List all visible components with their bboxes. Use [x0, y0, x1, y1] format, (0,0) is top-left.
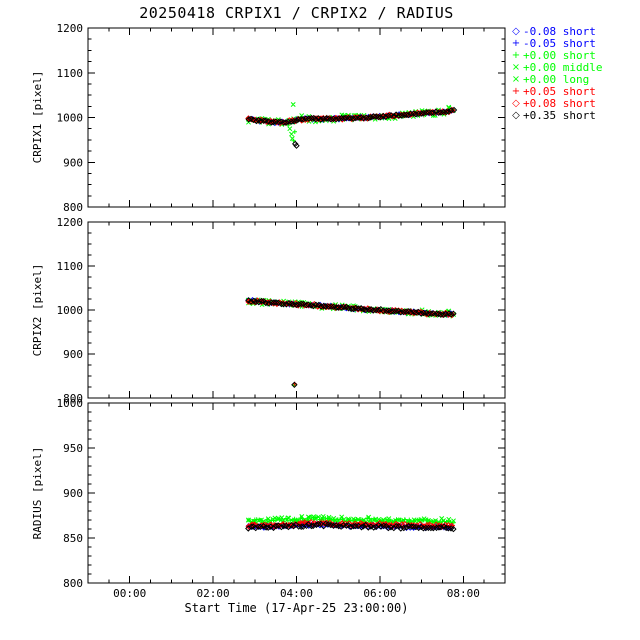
- plot-title: 20250418 CRPIX1 / CRPIX2 / RADIUS: [139, 4, 454, 22]
- legend-label: -0.08 short: [523, 25, 596, 38]
- legend-item: ◇ +0.08 short: [509, 98, 602, 110]
- svg-text:06:00: 06:00: [363, 587, 396, 600]
- svg-text:1100: 1100: [57, 260, 84, 273]
- x-symbol-icon: ×: [511, 74, 521, 85]
- legend-item: + +0.00 short: [509, 50, 602, 62]
- x-symbol-icon: ×: [511, 62, 521, 73]
- x-axis-label: Start Time (17-Apr-25 23:00:00): [184, 601, 409, 615]
- svg-text:900: 900: [63, 487, 83, 500]
- y-axis-label-radius: RADIUS [pixel]: [31, 446, 44, 540]
- legend-item: + +0.05 short: [509, 86, 602, 98]
- svg-text:1000: 1000: [57, 304, 84, 317]
- legend-item: ◇ +0.35 short: [509, 110, 602, 122]
- plus-symbol-icon: +: [511, 38, 521, 49]
- diamond-symbol-icon: ◇: [512, 98, 520, 109]
- legend-item: + -0.05 short: [509, 38, 602, 50]
- legend-label: +0.00 short: [523, 49, 596, 62]
- legend: ◇ -0.08 short + -0.05 short + +0.00 short ×…: [509, 26, 603, 122]
- svg-text:900: 900: [63, 348, 83, 361]
- svg-text:900: 900: [63, 156, 83, 169]
- diamond-symbol-icon: ◇: [512, 26, 520, 37]
- svg-text:850: 850: [63, 532, 83, 545]
- svg-text:1200: 1200: [57, 216, 84, 229]
- plus-symbol-icon: +: [511, 86, 521, 97]
- svg-text:04:00: 04:00: [280, 587, 313, 600]
- svg-text:1100: 1100: [57, 67, 84, 80]
- svg-text:02:00: 02:00: [197, 587, 230, 600]
- legend-label: +0.08 short: [523, 97, 596, 110]
- plus-symbol-icon: +: [511, 50, 521, 61]
- diamond-symbol-icon: ◇: [512, 110, 520, 121]
- y-axis-label-crpix1: CRPIX1 [pixel]: [31, 70, 44, 164]
- legend-item: ◇ -0.08 short: [509, 26, 602, 38]
- legend-label: +0.00 middle: [523, 61, 603, 74]
- legend-label: -0.05 short: [523, 37, 596, 50]
- svg-text:1200: 1200: [57, 22, 84, 35]
- svg-text:800: 800: [63, 201, 83, 214]
- y-axis-label-crpix2: CRPIX2 [pixel]: [31, 263, 44, 357]
- legend-label: +0.00 long: [523, 73, 590, 86]
- legend-item: × +0.00 long: [509, 74, 602, 86]
- svg-text:1000: 1000: [57, 112, 84, 125]
- legend-item: × +0.00 middle: [509, 61, 603, 74]
- svg-text:800: 800: [63, 392, 83, 405]
- legend-label: +0.35 short: [523, 109, 596, 122]
- svg-text:00:00: 00:00: [113, 587, 146, 600]
- svg-text:950: 950: [63, 442, 83, 455]
- legend-label: +0.05 short: [523, 85, 596, 98]
- svg-text:08:00: 08:00: [447, 587, 480, 600]
- svg-text:800: 800: [63, 577, 83, 590]
- svg-text:1000: 1000: [57, 397, 84, 410]
